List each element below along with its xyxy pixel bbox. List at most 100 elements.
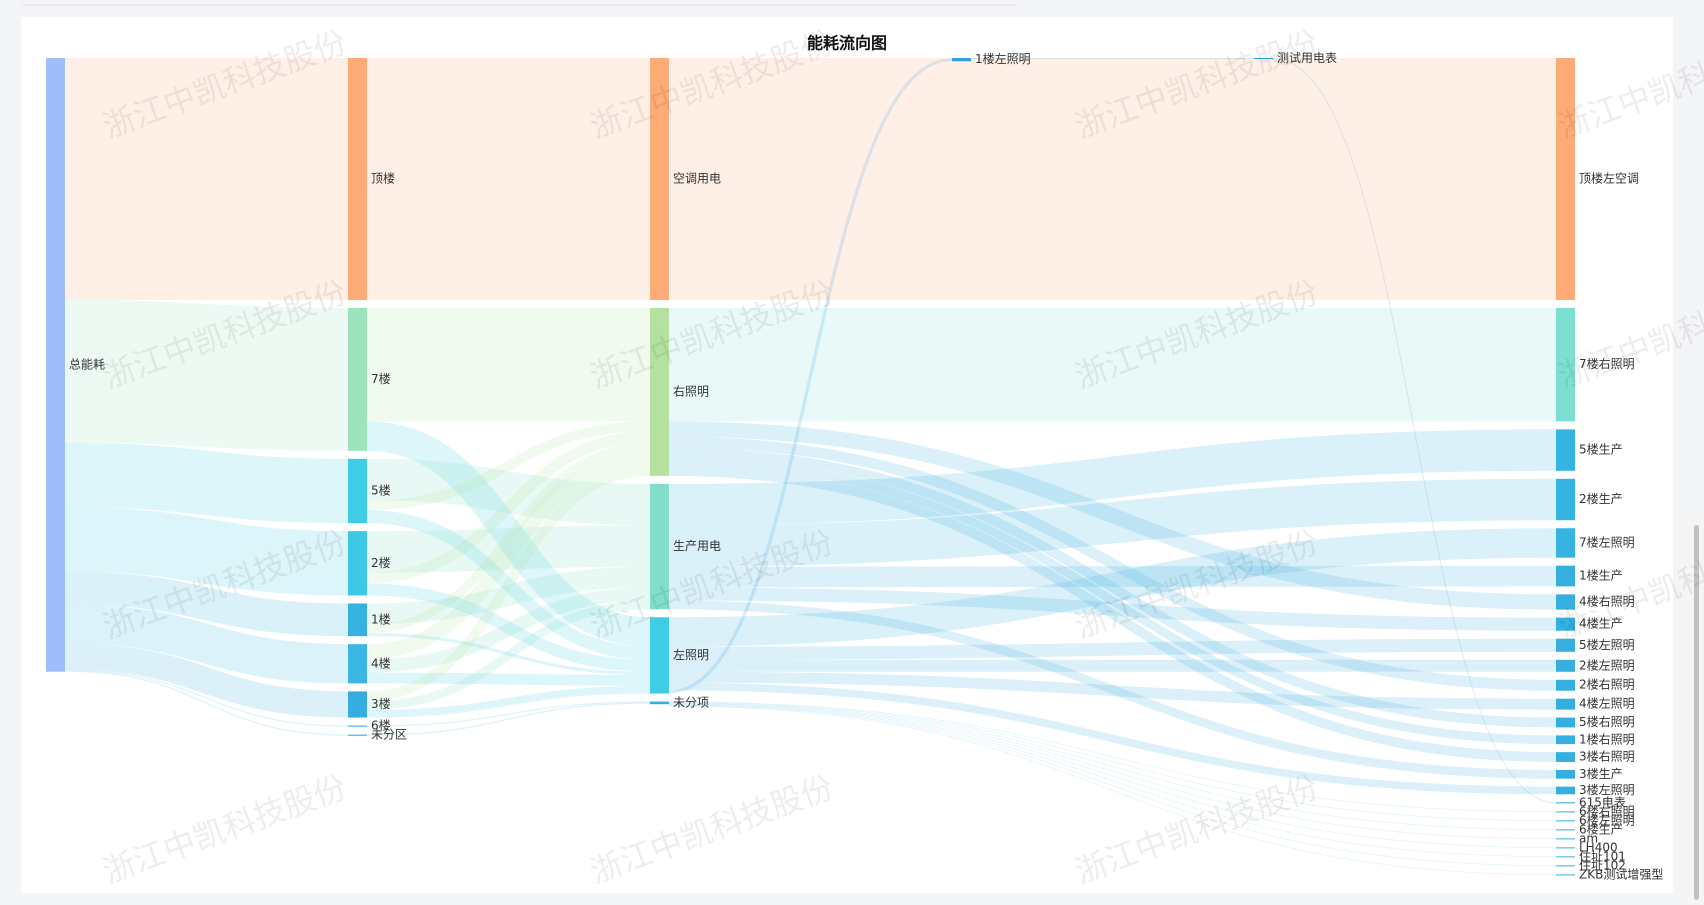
node-label: 2楼右照明 (1579, 677, 1635, 692)
flow-link (668, 478, 1557, 567)
node-label: 5楼生产 (1579, 442, 1623, 457)
node (1556, 786, 1575, 795)
node (1556, 638, 1575, 652)
flow-link (668, 702, 1557, 821)
node-label: 3楼右照明 (1579, 749, 1635, 764)
node-label: ZKB测试增强型 (1579, 866, 1663, 881)
node (1556, 698, 1575, 710)
node (1556, 679, 1575, 691)
node-label: 7楼右照明 (1579, 356, 1635, 371)
flow-link (668, 705, 1557, 875)
flow-link (668, 587, 1557, 631)
node (348, 58, 367, 301)
node (1556, 847, 1575, 849)
flow-link (366, 672, 651, 686)
node-label: 615电表 (1579, 795, 1626, 809)
node-label: 3楼左照明 (1579, 782, 1635, 797)
node-label: 生产用电 (673, 539, 721, 553)
flow-link (64, 571, 349, 637)
flow-link (668, 528, 1557, 647)
node-label: 空调用电 (673, 172, 721, 186)
flow-link (668, 682, 1557, 795)
node (952, 58, 971, 62)
node-label: 4楼左照明 (1579, 696, 1635, 711)
node (1556, 717, 1575, 728)
card (21, 17, 1673, 893)
flow-link (668, 600, 1557, 779)
flow-link (668, 671, 1557, 710)
flow-link (668, 703, 1557, 839)
node-label: 总能耗 (69, 357, 105, 371)
flow-link (366, 702, 651, 736)
node-label: am (1579, 831, 1598, 845)
flow-link (64, 300, 349, 451)
flow-link (366, 431, 651, 584)
node (1556, 856, 1575, 858)
node-label: 住址102 (1579, 858, 1626, 872)
flow-link (668, 429, 1557, 526)
node-label: 未分区 (371, 728, 407, 742)
node-label: LH400 (1579, 840, 1618, 854)
node (1556, 752, 1575, 762)
node (46, 58, 65, 672)
flow-link (64, 670, 349, 736)
node-label: 6楼 (371, 718, 391, 733)
flow-link (366, 458, 651, 526)
scrollbar (1694, 525, 1699, 900)
flow-link (668, 436, 1557, 691)
flow-link (668, 638, 1557, 660)
flow-link (64, 643, 349, 718)
flow-link (1272, 58, 1557, 804)
flow-link (366, 685, 651, 718)
flow-link (64, 507, 349, 596)
flow-link (668, 447, 1557, 728)
node (348, 691, 367, 718)
node (348, 644, 367, 684)
node-label: 3楼 (371, 696, 391, 711)
node-label: 5楼 (371, 482, 391, 497)
flow-link (668, 421, 1557, 610)
node-label: 7楼 (371, 371, 391, 386)
node-label: 1楼 (371, 611, 391, 626)
chart-title: 能耗流向图 (807, 34, 887, 53)
flow-link (366, 442, 651, 633)
node-label: 4楼生产 (1579, 616, 1623, 631)
node-label: 4楼 (371, 655, 391, 670)
node-label: 测试用电表 (1277, 50, 1337, 65)
flow-link (64, 604, 349, 684)
node (1556, 594, 1575, 610)
flow-link (366, 510, 651, 660)
node (1556, 820, 1575, 822)
node-label: 1楼右照明 (1579, 731, 1635, 746)
node (1556, 58, 1575, 301)
node (348, 725, 367, 727)
node-label: 1楼生产 (1579, 568, 1623, 583)
node-label: 3楼生产 (1579, 766, 1623, 781)
node-label: 2楼 (371, 555, 391, 570)
node (348, 603, 367, 637)
flow-link (366, 421, 651, 511)
flow-link (668, 703, 1557, 848)
node (650, 58, 669, 301)
flow-link (668, 565, 1557, 588)
node (1556, 735, 1575, 745)
node (1556, 802, 1575, 804)
flow-link (366, 421, 651, 647)
flow-link (366, 525, 651, 573)
node (650, 483, 669, 610)
flow-link (668, 457, 1557, 745)
flow-link (668, 704, 1557, 857)
node (1556, 565, 1575, 587)
flow-link (366, 600, 651, 710)
node-label: 2楼生产 (1579, 491, 1623, 506)
node (1556, 429, 1575, 471)
node (650, 701, 669, 705)
node-label: 4楼右照明 (1579, 594, 1635, 609)
links (64, 58, 1557, 875)
node-label: 顶楼 (371, 171, 395, 186)
node (1254, 58, 1273, 60)
node-label: 左照明 (673, 647, 709, 662)
